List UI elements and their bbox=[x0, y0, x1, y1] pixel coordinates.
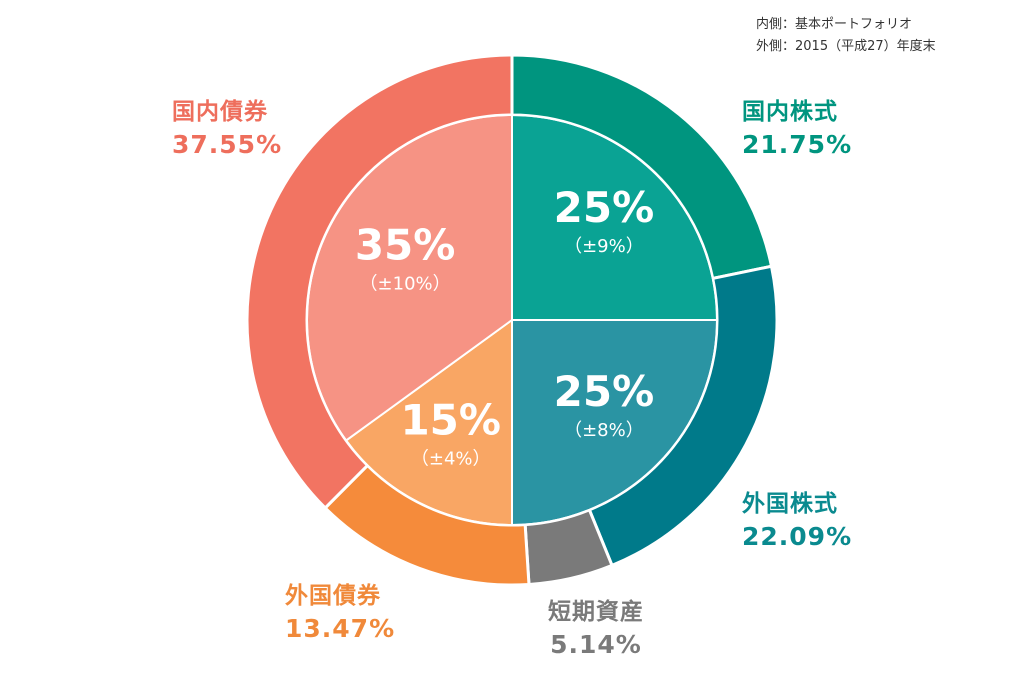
label-foreign-bonds-value: 13.47% bbox=[285, 614, 396, 643]
label-foreign-bonds-name: 外国債券 bbox=[285, 583, 381, 609]
inner-labels: 25% （±9%） 25% （±8%） 15% （±4%） 35% （±10%） bbox=[355, 183, 654, 469]
legend-note: 内側：基本ポートフォリオ 外側：2015（平成27）年度末 bbox=[756, 14, 936, 58]
label-domestic-bonds-value: 37.55% bbox=[172, 130, 283, 159]
label-domestic-stocks-value: 21.75% bbox=[742, 130, 853, 159]
outer-ring bbox=[245, 53, 779, 587]
legend-outer: 外側：2015（平成27）年度末 bbox=[756, 39, 936, 54]
label-foreign-stocks: 外国株式 22.09% bbox=[742, 488, 852, 554]
label-domestic-stocks-name: 国内株式 bbox=[742, 99, 838, 125]
legend-inner: 内側：基本ポートフォリオ bbox=[756, 17, 913, 32]
inner-range-1: （±8%） bbox=[564, 420, 644, 441]
inner-value-2: 15% bbox=[400, 395, 501, 444]
label-foreign-stocks-value: 22.09% bbox=[742, 522, 853, 551]
inner-range-2: （±4%） bbox=[411, 448, 491, 469]
label-short-term: 短期資産 5.14% bbox=[548, 596, 644, 662]
inner-value-0: 25% bbox=[554, 183, 655, 232]
inner-pie bbox=[306, 113, 719, 527]
label-foreign-stocks-name: 外国株式 bbox=[742, 491, 838, 517]
inner-range-0: （±9%） bbox=[564, 236, 644, 257]
label-foreign-bonds: 外国債券 13.47% bbox=[285, 580, 395, 646]
inner-value-1: 25% bbox=[554, 367, 655, 416]
label-domestic-bonds: 国内債券 37.55% bbox=[172, 96, 282, 162]
inner-range-3: （±10%） bbox=[360, 274, 451, 295]
inner-value-3: 35% bbox=[355, 221, 456, 270]
label-short-term-name: 短期資産 bbox=[548, 599, 644, 625]
label-domestic-stocks: 国内株式 21.75% bbox=[742, 96, 852, 162]
label-domestic-bonds-name: 国内債券 bbox=[172, 99, 268, 125]
inner-ring-outline bbox=[306, 114, 718, 526]
label-short-term-value: 5.14% bbox=[550, 630, 642, 659]
